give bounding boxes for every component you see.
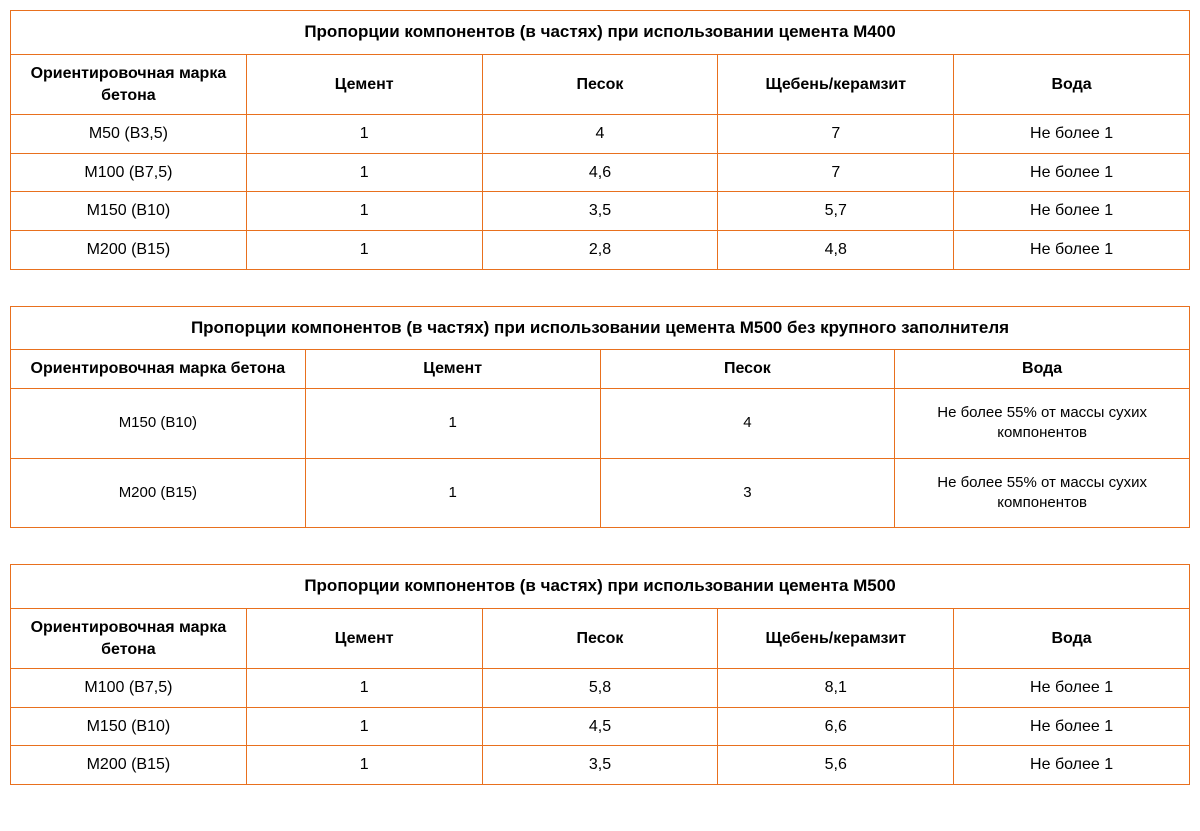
cell-sand: 2,8: [482, 230, 718, 269]
cell-gravel: 7: [718, 115, 954, 154]
proportions-table-m500: Пропорции компонентов (в частях) при исп…: [10, 564, 1190, 785]
col-cement: Цемент: [246, 54, 482, 114]
cell-sand: 4,5: [482, 707, 718, 746]
cell-grade: М150 (В10): [11, 389, 306, 459]
table-row: М100 (В7,5) 1 4,6 7 Не более 1: [11, 153, 1190, 192]
col-grade: Ориентировочная марка бетона: [11, 54, 247, 114]
col-sand: Песок: [482, 608, 718, 668]
table-title: Пропорции компонентов (в частях) при исп…: [11, 11, 1190, 55]
table-row: М50 (В3,5) 1 4 7 Не более 1: [11, 115, 1190, 154]
cell-water: Не более 1: [954, 669, 1190, 708]
cell-water: Не более 1: [954, 153, 1190, 192]
table-title-row: Пропорции компонентов (в частях) при исп…: [11, 565, 1190, 609]
cell-gravel: 8,1: [718, 669, 954, 708]
table-header-row: Ориентировочная марка бетона Цемент Песо…: [11, 54, 1190, 114]
cell-grade: М150 (В10): [11, 707, 247, 746]
table-row: М200 (В15) 1 3,5 5,6 Не более 1: [11, 746, 1190, 785]
cell-grade: М200 (В15): [11, 230, 247, 269]
cell-sand: 3,5: [482, 192, 718, 231]
table-title: Пропорции компонентов (в частях) при исп…: [11, 565, 1190, 609]
cell-water: Не более 55% от массы сухих компонентов: [895, 389, 1190, 459]
table-row: М200 (В15) 1 2,8 4,8 Не более 1: [11, 230, 1190, 269]
col-water: Вода: [895, 350, 1190, 389]
cell-cement: 1: [246, 115, 482, 154]
cell-sand: 4: [482, 115, 718, 154]
cell-water: Не более 55% от массы сухих компонентов: [895, 458, 1190, 528]
table-row: М150 (В10) 1 3,5 5,7 Не более 1: [11, 192, 1190, 231]
table-header-row: Ориентировочная марка бетона Цемент Песо…: [11, 350, 1190, 389]
cell-grade: М100 (В7,5): [11, 153, 247, 192]
col-sand: Песок: [482, 54, 718, 114]
cell-sand: 4,6: [482, 153, 718, 192]
col-cement: Цемент: [305, 350, 600, 389]
table-title: Пропорции компонентов (в частях) при исп…: [11, 306, 1190, 350]
cell-gravel: 4,8: [718, 230, 954, 269]
table-title-row: Пропорции компонентов (в частях) при исп…: [11, 306, 1190, 350]
cell-sand: 4: [600, 389, 895, 459]
proportions-table-m500-no-coarse: Пропорции компонентов (в частях) при исп…: [10, 306, 1190, 529]
cell-grade: М150 (В10): [11, 192, 247, 231]
cell-cement: 1: [246, 230, 482, 269]
cell-grade: М200 (В15): [11, 746, 247, 785]
cell-gravel: 5,6: [718, 746, 954, 785]
cell-gravel: 5,7: [718, 192, 954, 231]
table-row: М100 (В7,5) 1 5,8 8,1 Не более 1: [11, 669, 1190, 708]
cell-grade: М200 (В15): [11, 458, 306, 528]
table-header-row: Ориентировочная марка бетона Цемент Песо…: [11, 608, 1190, 668]
cell-water: Не более 1: [954, 115, 1190, 154]
col-water: Вода: [954, 54, 1190, 114]
proportions-table-m400: Пропорции компонентов (в частях) при исп…: [10, 10, 1190, 270]
cell-water: Не более 1: [954, 746, 1190, 785]
cell-water: Не более 1: [954, 230, 1190, 269]
col-cement: Цемент: [246, 608, 482, 668]
table-row: М200 (В15) 1 3 Не более 55% от массы сух…: [11, 458, 1190, 528]
cell-sand: 3: [600, 458, 895, 528]
cell-cement: 1: [246, 153, 482, 192]
cell-water: Не более 1: [954, 192, 1190, 231]
cell-grade: М100 (В7,5): [11, 669, 247, 708]
col-gravel: Щебень/керамзит: [718, 54, 954, 114]
col-gravel: Щебень/керамзит: [718, 608, 954, 668]
cell-cement: 1: [246, 669, 482, 708]
cell-cement: 1: [246, 192, 482, 231]
cell-water: Не более 1: [954, 707, 1190, 746]
col-water: Вода: [954, 608, 1190, 668]
cell-cement: 1: [305, 458, 600, 528]
cell-cement: 1: [246, 707, 482, 746]
table-row: М150 (В10) 1 4 Не более 55% от массы сух…: [11, 389, 1190, 459]
cell-cement: 1: [246, 746, 482, 785]
cell-gravel: 6,6: [718, 707, 954, 746]
cell-cement: 1: [305, 389, 600, 459]
col-grade: Ориентировочная марка бетона: [11, 608, 247, 668]
col-grade: Ориентировочная марка бетона: [11, 350, 306, 389]
cell-grade: М50 (В3,5): [11, 115, 247, 154]
cell-gravel: 7: [718, 153, 954, 192]
cell-sand: 3,5: [482, 746, 718, 785]
col-sand: Песок: [600, 350, 895, 389]
table-row: М150 (В10) 1 4,5 6,6 Не более 1: [11, 707, 1190, 746]
table-title-row: Пропорции компонентов (в частях) при исп…: [11, 11, 1190, 55]
cell-sand: 5,8: [482, 669, 718, 708]
